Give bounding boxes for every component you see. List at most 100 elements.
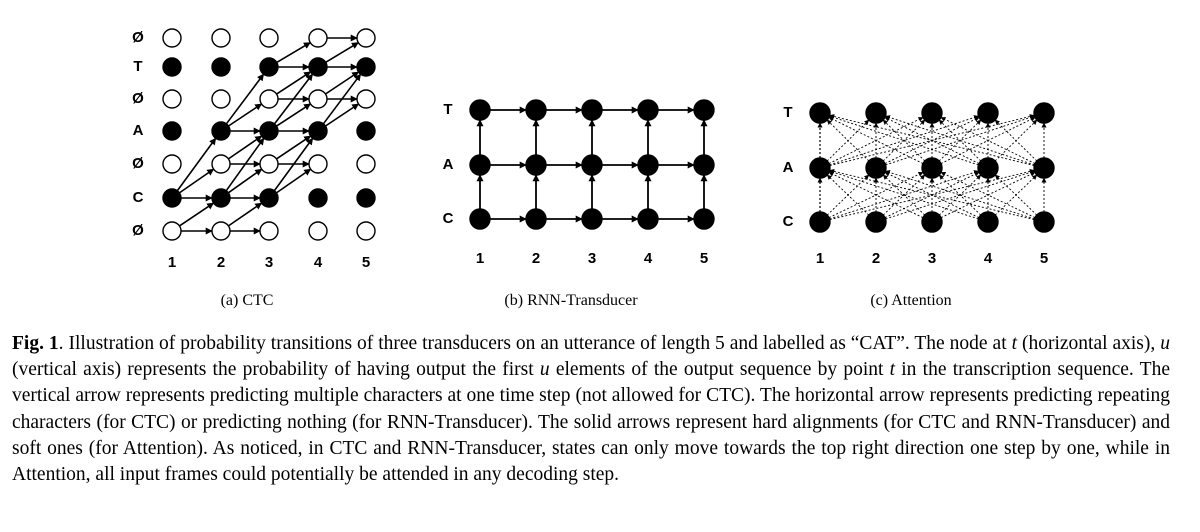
rnnt-node: [693, 99, 715, 121]
attention-col-label: 5: [1040, 250, 1048, 267]
rnnt-col-label: 1: [476, 250, 484, 267]
ctc-node: [211, 121, 231, 141]
ctc-node: [162, 221, 182, 241]
ctc-transition-arrow: [227, 202, 263, 227]
ctc-nodes: [162, 28, 376, 241]
attention-node: [809, 157, 831, 179]
ctc-col-label: 3: [265, 254, 273, 271]
rnnt-node: [637, 99, 659, 121]
attention-row-label: C: [783, 213, 794, 230]
caption-label: Fig. 1: [12, 333, 59, 354]
caption-text-3: (vertical axis) represents the probabili…: [12, 359, 540, 381]
ctc-transition-arrow: [276, 71, 312, 95]
ctc-node: [356, 28, 376, 48]
ctc-transition-arrow: [227, 135, 263, 160]
ctc-node: [211, 221, 231, 241]
ctc-node: [162, 154, 182, 174]
ctc-node: [259, 221, 279, 241]
rnnt-node: [693, 154, 715, 176]
ctc-transition-arrow: [275, 168, 312, 194]
attention-soft-arrow: [828, 171, 924, 219]
rnnt-row-label: T: [443, 101, 452, 118]
attention-row-label: T: [783, 104, 792, 121]
ctc-node: [259, 154, 279, 174]
attention-soft-arrow: [994, 174, 1038, 216]
attention-node: [809, 211, 831, 233]
ctc-node: [356, 221, 376, 241]
ctc-transition-arrow: [276, 135, 312, 160]
attention-node: [865, 102, 887, 124]
ctc-node: [211, 89, 231, 109]
attention-node: [977, 211, 999, 233]
ctc-node: [211, 188, 231, 208]
ctc-col-label: 2: [217, 254, 225, 271]
attention-soft-arrow: [938, 174, 982, 216]
attention-node: [809, 102, 831, 124]
rnnt-node: [525, 99, 547, 121]
rnnt-node: [637, 154, 659, 176]
ctc-row-label: T: [133, 58, 142, 75]
attention-soft-arrow: [882, 119, 926, 162]
attention-col-labels: 1 2 3 4 5: [816, 250, 1048, 267]
ctc-node: [356, 89, 376, 109]
attention-node: [921, 157, 943, 179]
rnnt-col-label: 4: [644, 250, 653, 267]
attention-nodes: [809, 102, 1055, 233]
attention-node: [1033, 157, 1055, 179]
rnnt-row-label: A: [443, 156, 454, 173]
caption-text-5: in the transcription sequence. The verti…: [12, 359, 1170, 486]
rnnt-nodes: [469, 99, 715, 230]
rnnt-panel: T A C 1 2 3 4 5 (b) RNN-Transducer: [443, 99, 715, 309]
ctc-col-label: 4: [314, 254, 323, 271]
ctc-transition-arrow: [225, 73, 265, 125]
rnnt-node: [469, 154, 491, 176]
rnnt-node: [581, 154, 603, 176]
rnnt-row-labels: T A C: [443, 101, 454, 227]
ctc-row-label: C: [133, 189, 144, 206]
caption-text-4: elements of the output sequence by point: [549, 359, 890, 381]
rnnt-caption: (b) RNN-Transducer: [504, 292, 638, 309]
ctc-node: [308, 89, 328, 109]
attention-soft-arrow: [994, 119, 1038, 162]
rnnt-node: [525, 208, 547, 230]
ctc-node: [356, 154, 376, 174]
attention-soft-arrow: [938, 119, 982, 162]
caption-var-t-2: t: [889, 359, 896, 381]
ctc-transition-arrow: [227, 168, 263, 194]
ctc-edges: [176, 34, 362, 235]
caption-text-1: . Illustration of probability transition…: [58, 333, 1012, 354]
attention-node: [1033, 211, 1055, 233]
rnnt-col-label: 5: [700, 250, 708, 267]
attention-node: [977, 157, 999, 179]
ctc-caption: (a) CTC: [221, 292, 274, 309]
ctc-transition-arrow: [276, 41, 311, 64]
ctc-transition-arrow: [325, 71, 360, 95]
attention-node: [977, 102, 999, 124]
ctc-node: [308, 221, 328, 241]
attention-soft-arrow: [940, 117, 1036, 164]
ctc-transition-arrow: [276, 103, 312, 127]
caption-var-t-1: t: [1011, 333, 1017, 354]
caption-var-u-1: u: [1160, 333, 1170, 354]
ctc-transition-arrow: [228, 103, 263, 127]
attention-col-label: 1: [816, 250, 824, 267]
ctc-transition-arrow: [325, 41, 359, 64]
attention-panel: T A C 1 2 3 4 5 (c) Attention: [783, 102, 1055, 309]
ctc-col-label: 5: [362, 254, 370, 271]
ctc-node: [356, 121, 376, 141]
ctc-transition-arrow: [325, 103, 360, 127]
attention-caption: (c) Attention: [870, 292, 951, 309]
rnnt-node: [469, 99, 491, 121]
ctc-node: [162, 57, 182, 77]
ctc-row-label: A: [133, 122, 144, 139]
rnnt-node: [469, 208, 491, 230]
ctc-node: [259, 28, 279, 48]
rnnt-col-label: 3: [588, 250, 596, 267]
ctc-transition-arrow: [179, 202, 215, 227]
attention-row-label: A: [783, 159, 794, 176]
ctc-node: [308, 28, 328, 48]
rnnt-col-labels: 1 2 3 4 5: [476, 250, 708, 267]
